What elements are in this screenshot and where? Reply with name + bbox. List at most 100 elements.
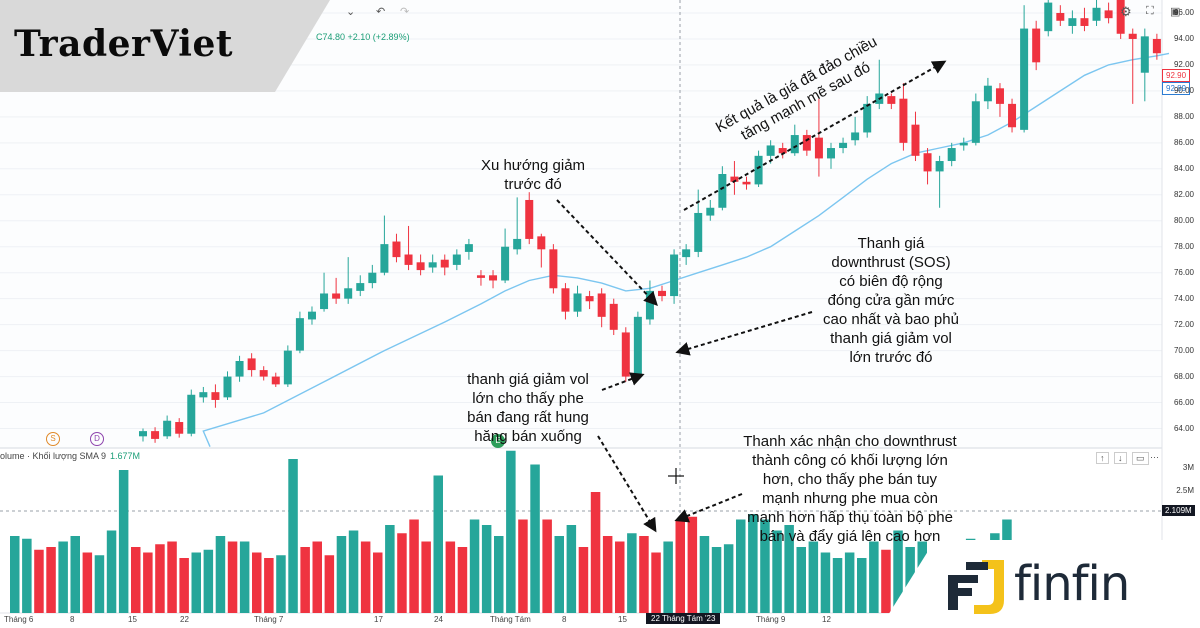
candle (609, 298, 618, 336)
volume-bar (687, 516, 698, 613)
volume-bar (530, 464, 540, 613)
candle (826, 142, 835, 169)
price-tick-label: 76.00 (1173, 267, 1194, 277)
volume-bar (118, 470, 129, 613)
volume-bar (602, 536, 613, 613)
candle (259, 366, 268, 381)
volume-bar (760, 519, 770, 613)
time-tick-label: 17 (374, 615, 383, 624)
price-tick-label: 64.00 (1173, 423, 1194, 433)
grid (0, 12, 1162, 430)
fullscreen-icon[interactable]: ⛶ (1146, 5, 1154, 17)
candle (863, 96, 872, 138)
volume-bar (808, 541, 819, 613)
time-tick-label: Tháng 9 (756, 615, 786, 624)
time-tick-label: 15 (128, 615, 137, 624)
candle (1104, 2, 1113, 24)
price-tick-label: 94.00 (1173, 33, 1194, 43)
volume-bar (457, 547, 468, 613)
gear-icon[interactable]: ⚙ (1120, 4, 1132, 19)
volume-bar (348, 530, 359, 613)
volume-bar (58, 541, 68, 613)
candle (730, 161, 739, 195)
candle (344, 257, 353, 304)
candle (923, 148, 932, 185)
volume-bar (252, 552, 262, 613)
candle (501, 228, 510, 284)
finfin-logo-icon (948, 560, 1004, 614)
candle (971, 93, 980, 146)
volume-indicator-value: 1.677M (109, 451, 141, 461)
candle (549, 244, 558, 294)
candle (790, 124, 799, 156)
candle (633, 311, 642, 380)
volume-bar (167, 541, 177, 613)
candle (440, 254, 449, 276)
time-tick-label: 22 (180, 615, 189, 624)
candle (742, 176, 751, 190)
volume-bar (94, 555, 105, 613)
volume-bar (542, 519, 552, 613)
brand-traderviet: TraderViet (14, 23, 234, 65)
volume-bar (421, 541, 431, 613)
candle (380, 215, 389, 276)
volume-bar (239, 541, 250, 613)
candle (1032, 20, 1041, 71)
chevron-down-icon[interactable]: ⌄ (346, 6, 356, 18)
volume-bar (227, 541, 238, 613)
volume-bar (772, 530, 782, 613)
candle (1068, 10, 1077, 34)
candle (995, 83, 1004, 117)
annotation-prior-trend: Xu hướng giảm trước đó (480, 157, 586, 193)
price-tick-label: 96.00 (1173, 7, 1194, 17)
volume-bar (191, 552, 201, 613)
marker-s[interactable]: S (46, 432, 60, 446)
volume-tick-2-5m: 2.5M (1176, 486, 1194, 495)
redo-icon[interactable]: ↷ (400, 6, 410, 18)
volume-bar (46, 547, 56, 613)
ticker-change: C74.80 +2.10 (+2.89%) (316, 32, 410, 42)
volume-bar (70, 536, 80, 613)
candle (428, 254, 437, 273)
volume-bar (106, 530, 117, 613)
volume-bars (10, 450, 1048, 613)
more-icon[interactable]: ⋯ (1150, 452, 1159, 462)
volume-bar (578, 547, 589, 613)
candle (489, 270, 498, 289)
price-tick-label: 66.00 (1173, 397, 1194, 407)
candle (814, 98, 823, 177)
marker-e[interactable]: E (491, 434, 505, 448)
volume-bar (675, 519, 685, 613)
candle (525, 192, 534, 245)
volume-bar (409, 519, 419, 613)
candle (682, 244, 691, 265)
candle (175, 418, 184, 438)
volume-bar (784, 525, 794, 613)
candle (983, 77, 992, 110)
candle (476, 270, 485, 286)
volume-bar (518, 519, 528, 613)
volume-bar (143, 552, 153, 613)
annotation-confirm-bar: Thanh xác nhận cho downthrust thành công… (743, 433, 957, 545)
candle (1140, 28, 1149, 102)
candle (597, 288, 606, 328)
move-down-icon[interactable]: ↓ (1114, 452, 1127, 464)
arrow-confirm-from-left (597, 435, 657, 533)
volume-bar (748, 514, 758, 613)
annotation-sos-bar: Thanh giá downthrust (SOS) có biên độ rộ… (823, 235, 959, 366)
candle (887, 93, 896, 110)
candle (1092, 0, 1101, 26)
arrow-prior-trend (556, 199, 658, 307)
candle (1020, 5, 1029, 133)
candle (307, 306, 316, 325)
move-up-icon[interactable]: ↑ (1096, 452, 1109, 464)
marker-d[interactable]: D (90, 432, 104, 446)
maximize-icon[interactable]: ▭ (1132, 452, 1149, 465)
camera-icon[interactable]: ▣ (1170, 6, 1181, 18)
undo-icon[interactable]: ↶ (376, 6, 386, 18)
candle (368, 264, 377, 289)
price-tick-label: 72.00 (1173, 319, 1194, 329)
candle (670, 249, 679, 304)
crosshair-cursor (668, 468, 684, 484)
